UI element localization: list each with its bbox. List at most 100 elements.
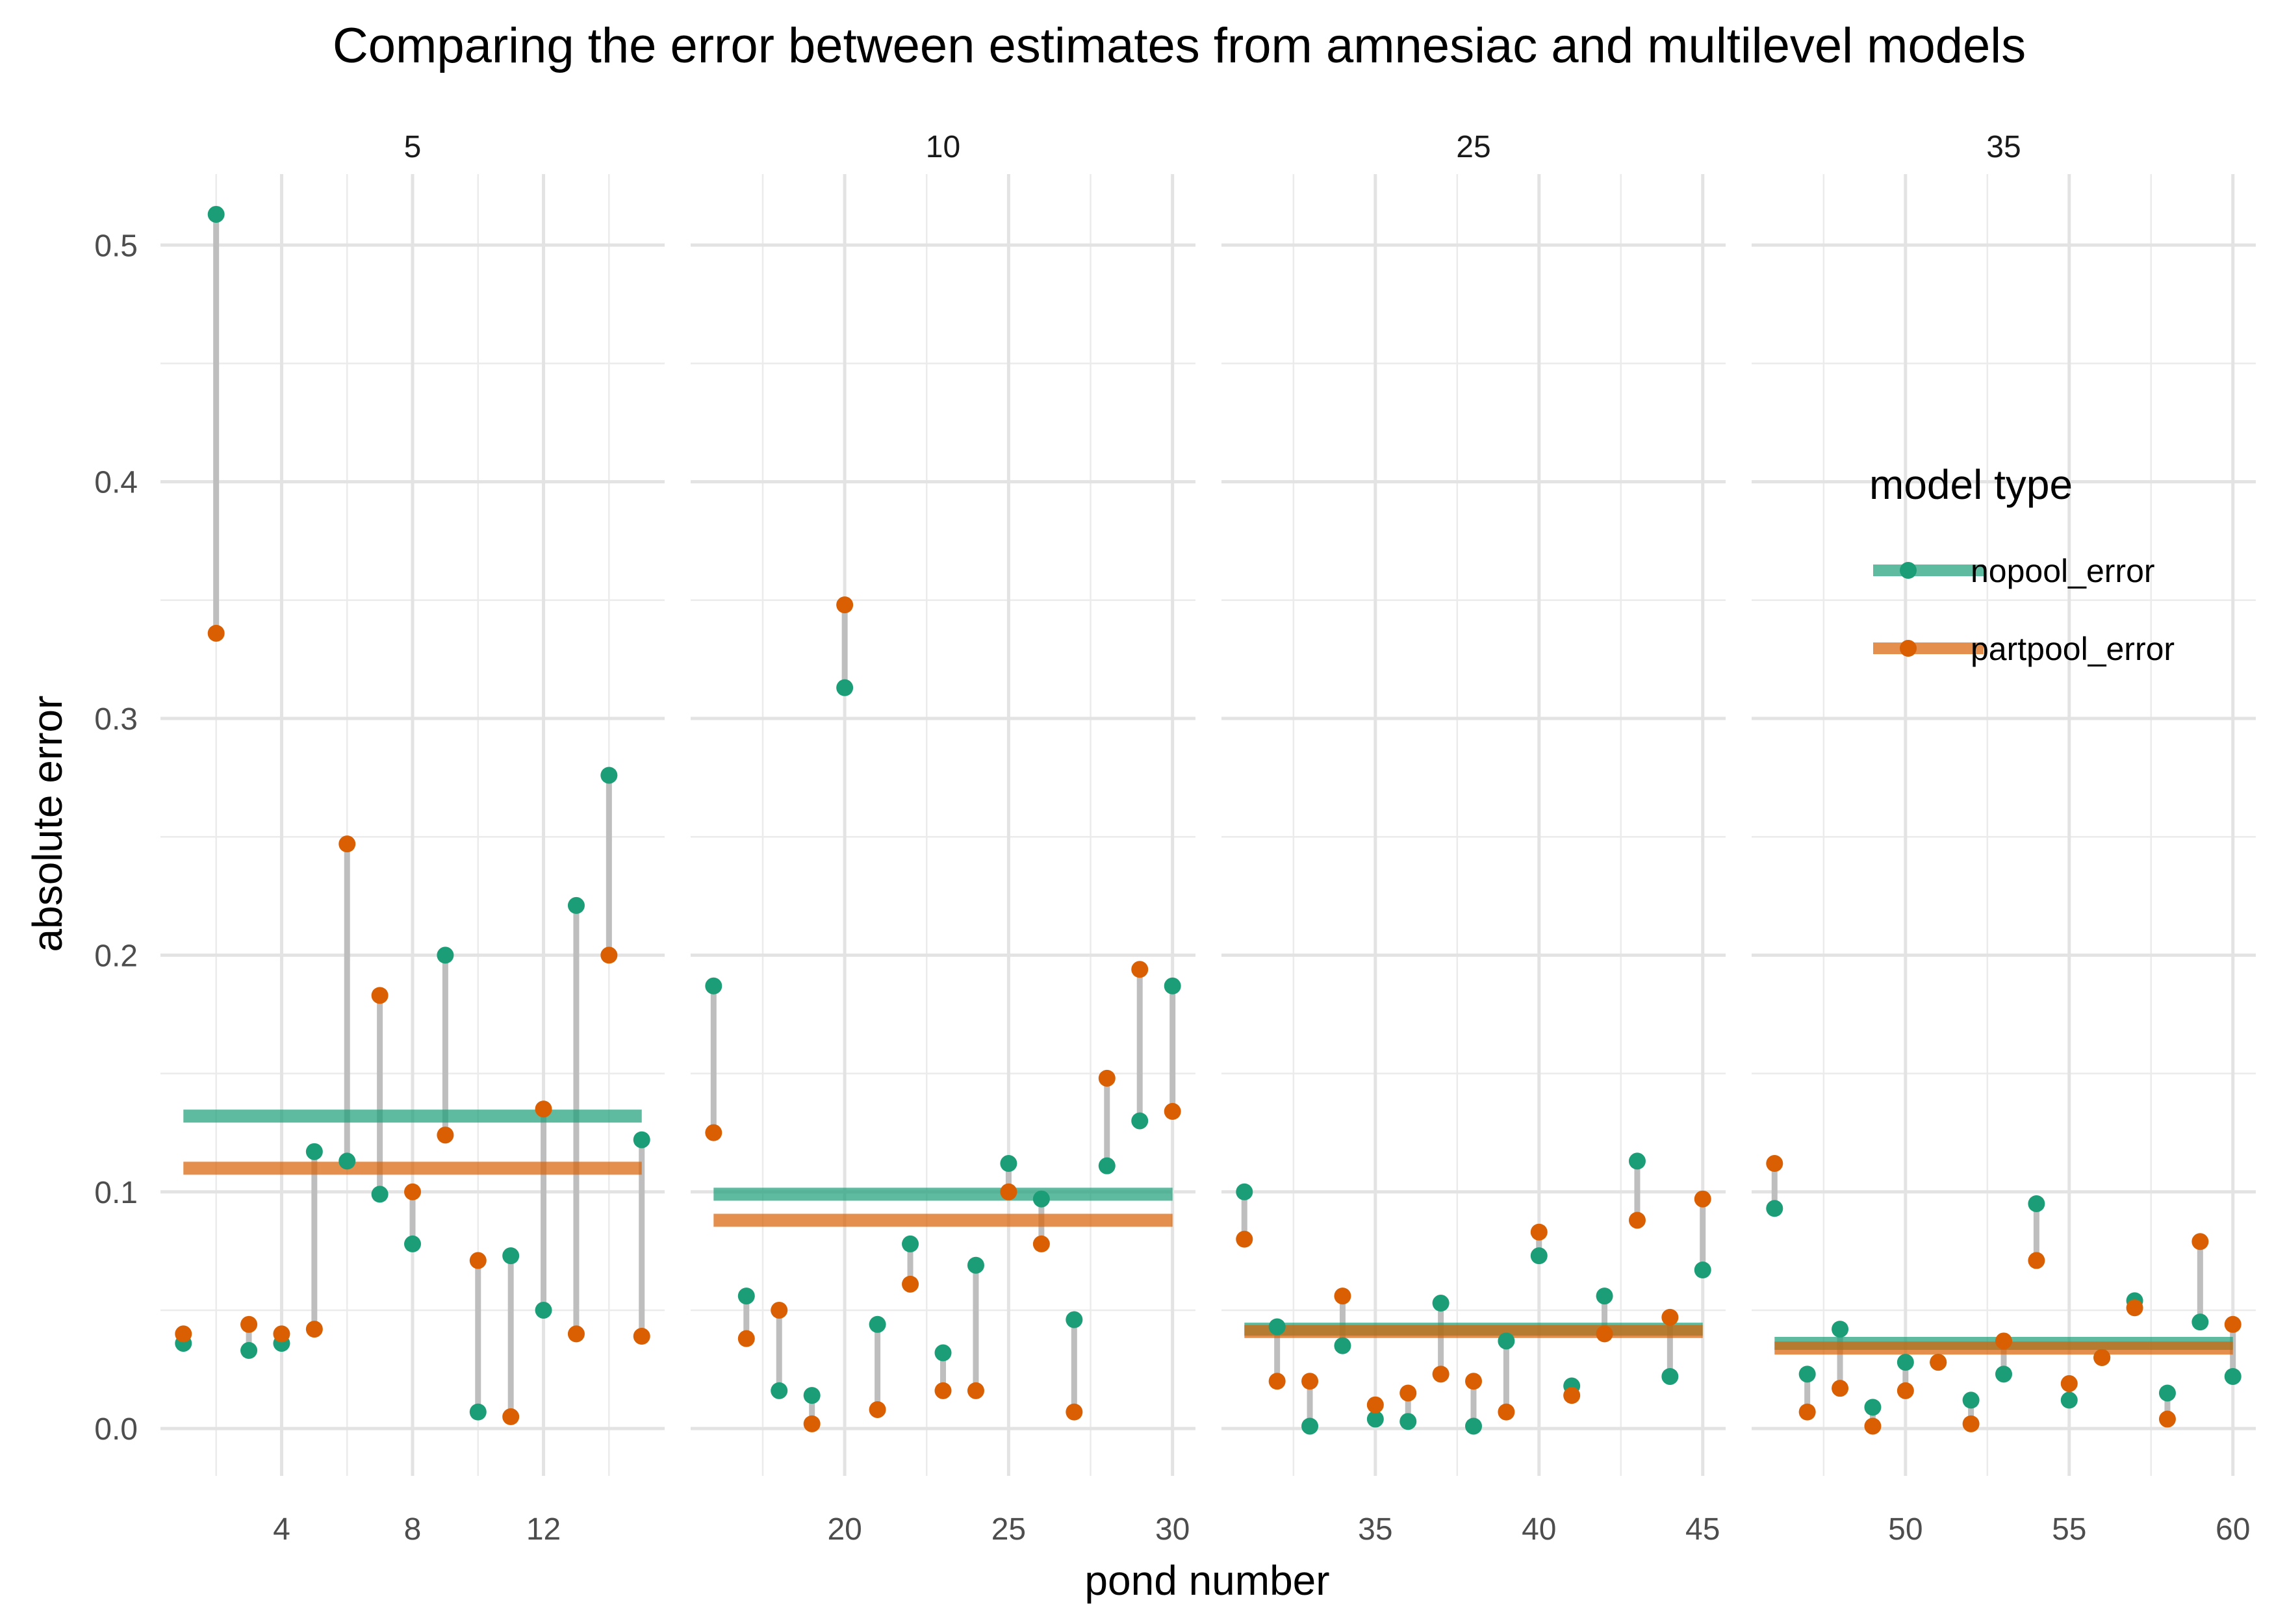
point-partpool: [1661, 1308, 1679, 1326]
point-nopool: [1798, 1365, 1816, 1383]
point-partpool: [1164, 1102, 1181, 1120]
facet-strip-label: 10: [926, 130, 960, 164]
x-tick-label: 55: [2052, 1512, 2086, 1547]
point-nopool: [1032, 1190, 1050, 1208]
y-tick-label: 0.5: [94, 229, 138, 263]
point-nopool: [1864, 1399, 1882, 1416]
x-tick-label: 30: [1155, 1512, 1190, 1547]
point-nopool: [1897, 1354, 1914, 1371]
facet-panels: 5 4 8 12 10 20 25 30 25 35 40 45 35 50 55 60: [160, 130, 2256, 1547]
point-nopool: [836, 679, 854, 696]
point-partpool: [600, 946, 618, 964]
point-partpool: [2191, 1233, 2209, 1250]
chart-title: Comparing the error between estimates fr…: [333, 18, 2026, 73]
point-partpool: [1098, 1069, 1116, 1087]
x-tick-label: 25: [991, 1512, 1026, 1547]
point-nopool: [1066, 1311, 1083, 1328]
point-partpool: [1596, 1325, 1613, 1343]
point-partpool: [737, 1330, 755, 1347]
legend-title: model type: [1869, 461, 2073, 508]
point-partpool: [1066, 1403, 1083, 1421]
point-nopool: [2224, 1367, 2242, 1385]
point-nopool: [1236, 1183, 1253, 1200]
point-partpool: [2126, 1299, 2143, 1317]
point-nopool: [1334, 1337, 1351, 1354]
point-partpool: [1236, 1230, 1253, 1248]
point-partpool: [1628, 1212, 1646, 1229]
point-nopool: [633, 1131, 650, 1148]
point-nopool: [1098, 1157, 1116, 1174]
point-partpool: [1864, 1417, 1882, 1435]
point-nopool: [1661, 1367, 1679, 1385]
facet-panel-25: 25 35 40 45: [1221, 130, 1726, 1547]
point-partpool: [2028, 1252, 2045, 1269]
y-tick-label: 0.0: [94, 1412, 138, 1447]
point-nopool: [240, 1341, 258, 1359]
point-partpool: [1694, 1190, 1711, 1208]
point-partpool: [1498, 1403, 1515, 1421]
point-nopool: [1301, 1417, 1319, 1435]
point-nopool: [902, 1235, 919, 1252]
point-nopool: [305, 1143, 323, 1160]
point-partpool: [502, 1408, 520, 1425]
facet-panel-10: 10 20 25 30: [691, 130, 1195, 1547]
facet-panel-35: 35 50 55 60: [1752, 130, 2256, 1547]
point-nopool: [1399, 1413, 1417, 1430]
point-nopool: [2191, 1313, 2209, 1331]
point-partpool: [1000, 1183, 1017, 1200]
x-tick-label: 20: [827, 1512, 862, 1547]
point-partpool: [1995, 1332, 2012, 1350]
point-nopool: [1268, 1318, 1286, 1336]
point-partpool: [305, 1321, 323, 1338]
point-partpool: [633, 1328, 650, 1345]
x-axis-title: pond number: [1084, 1557, 1329, 1604]
y-tick-label: 0.4: [94, 466, 138, 500]
point-nopool: [1995, 1365, 2012, 1383]
point-partpool: [437, 1126, 454, 1144]
point-nopool: [1530, 1247, 1548, 1265]
point-nopool: [437, 946, 454, 964]
legend-item-nopool: nopool_error: [1873, 553, 2155, 589]
point-nopool: [1766, 1200, 1783, 1217]
point-partpool: [902, 1275, 919, 1293]
point-nopool: [934, 1344, 952, 1362]
point-partpool: [273, 1325, 290, 1343]
point-partpool: [869, 1401, 886, 1418]
y-tick-label: 0.2: [94, 939, 138, 973]
point-nopool: [1465, 1417, 1482, 1435]
point-partpool: [1366, 1396, 1384, 1414]
legend: model type nopool_error partpool_error: [1869, 461, 2175, 667]
point-nopool: [2158, 1384, 2176, 1402]
point-partpool: [535, 1100, 552, 1118]
point-partpool: [567, 1325, 585, 1343]
point-nopool: [1164, 977, 1181, 995]
point-partpool: [1930, 1354, 1947, 1371]
y-axis-tick-labels: 0.0 0.1 0.2 0.3 0.4 0.5: [94, 229, 138, 1447]
point-nopool: [1628, 1152, 1646, 1170]
point-partpool: [1301, 1373, 1319, 1390]
point-partpool: [175, 1325, 192, 1343]
x-tick-label: 50: [1888, 1512, 1923, 1547]
point-partpool: [1334, 1288, 1351, 1305]
facet-strip-label: 5: [404, 130, 422, 164]
facet-strip-label: 25: [1456, 130, 1490, 164]
y-axis-title: absolute error: [24, 696, 71, 952]
point-nopool: [1962, 1391, 1980, 1409]
point-nopool: [771, 1382, 788, 1399]
point-nopool: [1366, 1410, 1384, 1428]
y-tick-label: 0.3: [94, 702, 138, 737]
point-nopool: [469, 1403, 487, 1421]
point-nopool: [535, 1301, 552, 1319]
point-partpool: [371, 987, 389, 1004]
point-nopool: [2028, 1195, 2045, 1212]
point-nopool: [1131, 1112, 1149, 1130]
point-partpool: [404, 1183, 421, 1200]
point-partpool: [934, 1382, 952, 1399]
legend-key-point-nopool: [1900, 562, 1917, 579]
point-nopool: [600, 767, 618, 784]
facet-strip-label: 35: [1986, 130, 2021, 164]
x-tick-label: 60: [2216, 1512, 2250, 1547]
point-nopool: [207, 205, 225, 223]
point-nopool: [404, 1235, 421, 1252]
x-tick-label: 4: [273, 1512, 290, 1547]
